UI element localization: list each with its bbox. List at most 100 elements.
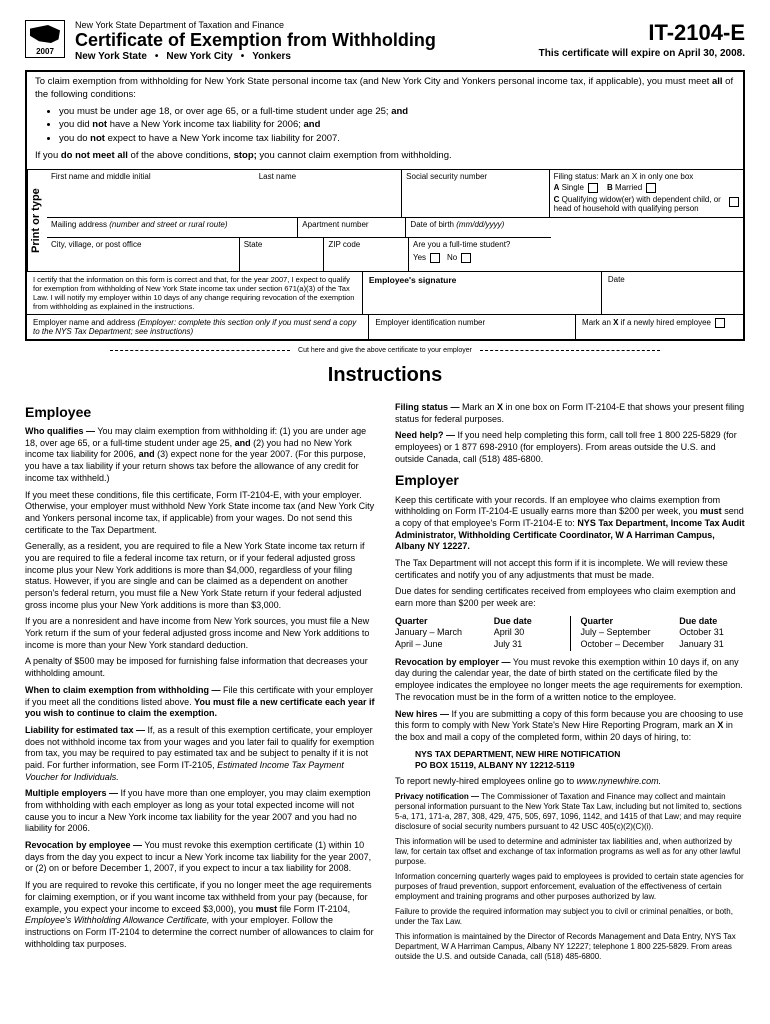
name-cell[interactable]: First name and middle initial Last name — [47, 170, 402, 217]
state-label: State — [244, 240, 263, 249]
date-cell[interactable]: Date — [601, 272, 743, 314]
condition-2: you did not have a New York income tax l… — [59, 119, 735, 132]
help-label: Need help? — — [395, 430, 455, 440]
print-type-label: Print or type — [27, 170, 47, 271]
intro-section: To claim exemption from withholding for … — [27, 72, 743, 169]
due-hdr-q2: Quarter — [581, 616, 680, 628]
new-hire-checkbox[interactable] — [715, 318, 725, 328]
city-label: City, village, or post office — [51, 240, 141, 249]
new-hire-label: Mark an X if a newly hired employee — [582, 318, 711, 327]
employer-p1: Keep this certificate with your records.… — [395, 495, 745, 553]
dob-cell[interactable]: Date of birth (mm/dd/yyyy) — [406, 218, 551, 237]
rev-employer-label: Revocation by employer — — [395, 657, 511, 667]
help-para: Need help? — If you need help completing… — [395, 430, 745, 465]
new-hire-address: NYS TAX DEPARTMENT, NEW HIRE NOTIFICATIO… — [415, 749, 745, 771]
employer-row: Employer name and address (Employer: com… — [27, 314, 743, 339]
employer-p2: The Tax Department will not accept this … — [395, 558, 745, 581]
certificate-box: To claim exemption from withholding for … — [25, 70, 745, 341]
mailing-address-cell[interactable]: Mailing address (number and street or ru… — [47, 218, 298, 237]
due-r1q: January – March — [395, 627, 494, 639]
who-qualifies-para: Who qualifies — You may claim exemption … — [25, 426, 375, 484]
new-hires-para: New hires — If you are submitting a copy… — [395, 709, 745, 744]
apartment-cell[interactable]: Apartment number — [298, 218, 406, 237]
privacy-label: Privacy notification — — [395, 792, 479, 801]
expiration-notice: This certificate will expire on April 30… — [539, 48, 745, 59]
due-r4d: January 31 — [679, 639, 745, 651]
rev-emp-para: Revocation by employee — You must revoke… — [25, 840, 375, 875]
department-name: New York State Department of Taxation an… — [75, 20, 539, 30]
rev-emp-label: Revocation by employee — — [25, 840, 142, 850]
due-date-table: QuarterDue date January – MarchApril 30 … — [395, 616, 745, 651]
intro-lead: To claim exemption from withholding for … — [35, 76, 735, 102]
student-cell: Are you a full-time student? Yes No — [409, 238, 551, 271]
privacy-4: Failure to provide the required informat… — [395, 907, 745, 927]
condition-3: you do not expect to have a New York inc… — [59, 133, 735, 146]
student-yes-checkbox[interactable] — [430, 253, 440, 263]
employee-p5: A penalty of $500 may be imposed for fur… — [25, 656, 375, 679]
due-r3q: July – September — [581, 627, 680, 639]
cut-line-text: Cut here and give the above certificate … — [298, 347, 472, 354]
privacy-3: Information concerning quarterly wages p… — [395, 872, 745, 902]
filing-status-label: Filing status — — [395, 402, 460, 412]
employee-p4: If you are a nonresident and have income… — [25, 616, 375, 651]
filing-status-para: Filing status — Mark an X in one box on … — [395, 402, 745, 425]
filing-status-cell: Filing status: Mark an X in only one box… — [550, 170, 743, 217]
employer-heading: Employer — [395, 471, 745, 489]
addr-line2: PO BOX 15119, ALBANY NY 12212-5119 — [415, 760, 745, 771]
state-cell[interactable]: State — [240, 238, 325, 271]
jurisdictions: New York State•New York City•Yonkers — [75, 51, 539, 62]
right-column: Filing status — Mark an X in one box on … — [395, 397, 745, 967]
signature-cell[interactable]: Employee's signature — [362, 272, 601, 314]
jurisdiction-nyc: New York City — [166, 51, 232, 62]
new-hires-label: New hires — — [395, 709, 449, 719]
certification-row: I certify that the information on this f… — [27, 271, 743, 314]
student-no-checkbox[interactable] — [461, 253, 471, 263]
last-name-label: Last name — [259, 172, 296, 181]
first-name-label: First name and middle initial — [51, 172, 151, 181]
due-r2d: July 31 — [494, 639, 560, 651]
condition-1: you must be under age 18, or over age 65… — [59, 106, 735, 119]
form-title: Certificate of Exemption from Withholdin… — [75, 30, 539, 51]
when-label: When to claim exemption from withholding… — [25, 685, 221, 695]
filing-a-code: A — [554, 183, 560, 192]
due-r1d: April 30 — [494, 627, 560, 639]
zip-cell[interactable]: ZIP code — [324, 238, 409, 271]
city-cell[interactable]: City, village, or post office — [47, 238, 240, 271]
form-code: IT-2104-E — [539, 20, 745, 46]
no-label: No — [447, 253, 457, 262]
single-checkbox[interactable] — [588, 183, 598, 193]
employer-address-cell[interactable]: Employer name and address (Employer: com… — [27, 315, 368, 339]
due-r2q: April – June — [395, 639, 494, 651]
ssn-cell[interactable]: Social security number — [402, 170, 549, 217]
ein-cell[interactable]: Employer identification number — [368, 315, 575, 339]
addr-line1: NYS TAX DEPARTMENT, NEW HIRE NOTIFICATIO… — [415, 749, 745, 760]
jurisdiction-yonkers: Yonkers — [252, 51, 291, 62]
yes-label: Yes — [413, 253, 426, 262]
instructions-columns: Employee Who qualifies — You may claim e… — [25, 397, 745, 967]
instructions-title: Instructions — [25, 364, 745, 387]
liability-label: Liability for estimated tax — — [25, 725, 145, 735]
filing-c-code: C — [554, 195, 560, 204]
jurisdiction-nys: New York State — [75, 51, 147, 62]
filing-title: Filing status: Mark an X in only one box — [554, 172, 739, 181]
new-hire-cell: Mark an X if a newly hired employee — [575, 315, 743, 339]
cut-line: Cut here and give the above certificate … — [25, 347, 745, 354]
when-para: When to claim exemption from withholding… — [25, 685, 375, 720]
married-checkbox[interactable] — [646, 183, 656, 193]
privacy-2: This information will be used to determi… — [395, 837, 745, 867]
zip-label: ZIP code — [328, 240, 360, 249]
employee-last-para: If you are required to revoke this certi… — [25, 880, 375, 950]
liability-para: Liability for estimated tax — If, as a r… — [25, 725, 375, 783]
multiple-para: Multiple employers — If you have more th… — [25, 788, 375, 835]
filing-c-text: Qualifying widow(er) with dependent chil… — [554, 195, 721, 213]
apt-label: Apartment number — [302, 220, 368, 229]
filing-a-text: Single — [562, 183, 584, 192]
employee-heading: Employee — [25, 403, 375, 421]
widow-checkbox[interactable] — [729, 197, 739, 207]
dob-label: Date of birth (mm/dd/yyyy) — [410, 220, 504, 229]
report-online: To report newly-hired employees online g… — [395, 776, 745, 788]
privacy-5: This information is maintained by the Di… — [395, 932, 745, 962]
who-qualifies-label: Who qualifies — — [25, 426, 95, 436]
form-year: 2007 — [26, 47, 64, 56]
employee-p2: If you meet these conditions, file this … — [25, 490, 375, 537]
